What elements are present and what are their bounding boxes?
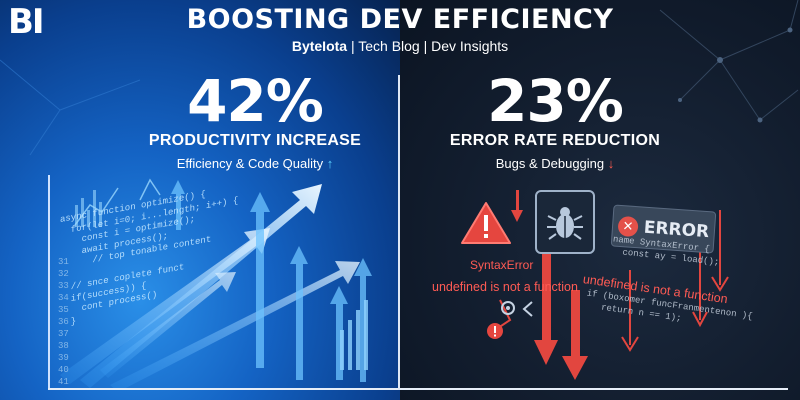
warning-triangle-icon — [461, 202, 511, 244]
network-lines-decoration-left — [0, 59, 141, 156]
subtitle-tail: | Tech Blog | Dev Insights — [347, 38, 509, 54]
subtitle-brand: ByteIota — [291, 38, 348, 54]
error-rate-subtext-label: Bugs & Debugging — [495, 156, 605, 171]
productivity-label: PRODUCTIVITY INCREASE — [148, 132, 362, 149]
byteiota-logo: BI — [8, 2, 45, 42]
productivity-value: 42% — [187, 67, 324, 135]
falling-arrows-graphic — [494, 190, 729, 380]
productivity-subtext-label: Efficiency & Code Quality — [176, 156, 324, 171]
debug-magnifier-icon — [501, 301, 533, 317]
chart-axis-left — [48, 175, 50, 390]
error-rate-value: 23% — [487, 67, 624, 135]
page-title: BOOSTING DEV EFFICIENCY — [186, 4, 614, 35]
error-rate-label: ERROR RATE REDUCTION — [449, 132, 661, 149]
page-subtitle: ByteIota | Tech Blog | Dev Insights — [0, 38, 800, 54]
error-rate-subtext: Bugs & Debugging ↓ — [410, 156, 700, 171]
left-panel — [0, 0, 400, 400]
network-lines-decoration — [659, 0, 799, 123]
rising-arrows-graphic — [60, 178, 372, 390]
down-arrow-icon: ↓ — [607, 156, 615, 171]
productivity-stat: 42% PRODUCTIVITY INCREASE Efficiency & C… — [110, 70, 400, 171]
undefined-error-left: undefined is not a function — [432, 280, 578, 294]
bug-icon — [547, 207, 583, 240]
up-arrow-icon: ↑ — [326, 156, 334, 171]
productivity-subtext: Efficiency & Code Quality ↑ — [110, 156, 400, 171]
right-panel — [400, 0, 800, 400]
syntax-error-text: SyntaxError — [470, 258, 534, 272]
error-rate-stat: 23% ERROR RATE REDUCTION Bugs & Debuggin… — [410, 70, 700, 171]
chart-baseline — [48, 388, 788, 390]
panel-divider — [398, 75, 400, 390]
error-circle-icon — [487, 323, 503, 339]
line-numbers: 31 32 33 34 35 36 37 38 39 40 41 — [58, 257, 69, 387]
error-x-icon: ✕ — [617, 215, 639, 238]
